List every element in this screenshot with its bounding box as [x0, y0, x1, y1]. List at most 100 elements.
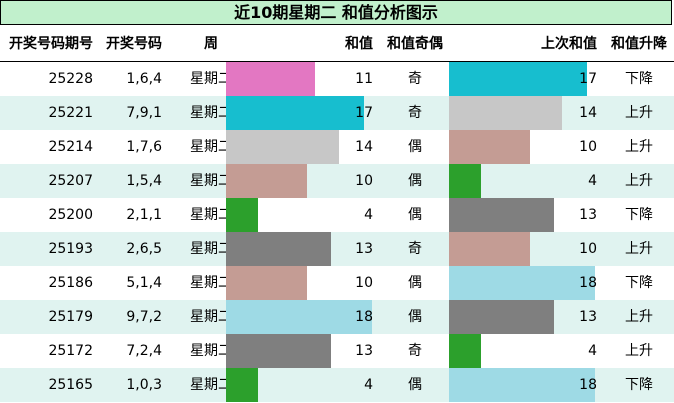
table-row: 25214 1,7,6 星期二 14 偶 10 上升: [0, 130, 674, 164]
trend-cell: 上升: [625, 139, 653, 155]
prev-sum-cell: 4: [588, 173, 597, 189]
sum-bar: [226, 130, 339, 164]
issue-cell: 25193: [48, 241, 93, 257]
parity-cell: 奇: [408, 105, 422, 121]
trend-cell: 上升: [625, 241, 653, 257]
weekday-cell: 星期二: [190, 309, 232, 325]
weekday-cell: 星期二: [190, 207, 232, 223]
issue-cell: 25165: [48, 377, 93, 393]
table-row: 25228 1,6,4 星期二 11 奇 17 下降: [0, 62, 674, 96]
parity-cell: 偶: [408, 377, 422, 393]
prev-sum-bar: [449, 266, 595, 300]
sum-bar: [226, 334, 331, 368]
weekday-cell: 星期二: [190, 275, 232, 291]
trend-cell: 下降: [625, 71, 653, 87]
numbers-cell: 1,0,3: [126, 377, 162, 393]
issue-cell: 25228: [48, 71, 93, 87]
numbers-cell: 1,5,4: [126, 173, 162, 189]
weekday-cell: 星期二: [190, 343, 232, 359]
prev-sum-bar: [449, 130, 530, 164]
trend-cell: 上升: [625, 105, 653, 121]
trend-cell: 下降: [625, 207, 653, 223]
numbers-cell: 1,6,4: [126, 71, 162, 87]
prev-sum-cell: 10: [579, 139, 597, 155]
prev-sum-bar: [449, 300, 554, 334]
weekday-cell: 星期二: [190, 139, 232, 155]
header-issue: 开奖号码期号: [9, 36, 93, 52]
numbers-cell: 5,1,4: [126, 275, 162, 291]
header-prev-sum: 上次和值: [541, 36, 597, 52]
parity-cell: 偶: [408, 139, 422, 155]
header-numbers: 开奖号码: [106, 36, 162, 52]
parity-cell: 偶: [408, 173, 422, 189]
trend-cell: 上升: [625, 309, 653, 325]
prev-sum-bar: [449, 62, 587, 96]
sum-cell: 10: [355, 275, 373, 291]
header-parity: 和值奇偶: [387, 36, 443, 52]
header-divider: [0, 61, 674, 62]
table-row: 25193 2,6,5 星期二 13 奇 10 上升: [0, 232, 674, 266]
issue-cell: 25179: [48, 309, 93, 325]
parity-cell: 偶: [408, 309, 422, 325]
issue-cell: 25186: [48, 275, 93, 291]
table-row: 25179 9,7,2 星期二 18 偶 13 上升: [0, 300, 674, 334]
sum-cell: 11: [355, 71, 373, 87]
issue-cell: 25172: [48, 343, 93, 359]
sum-cell: 4: [364, 377, 373, 393]
sum-bar: [226, 198, 258, 232]
numbers-cell: 2,6,5: [126, 241, 162, 257]
prev-sum-bar: [449, 198, 554, 232]
table-row: 25221 7,9,1 星期二 17 奇 14 上升: [0, 96, 674, 130]
numbers-cell: 7,2,4: [126, 343, 162, 359]
sum-cell: 13: [355, 241, 373, 257]
sum-cell: 17: [355, 105, 373, 121]
weekday-cell: 星期二: [190, 71, 232, 87]
prev-sum-bar: [449, 232, 530, 266]
table-title: 近10期星期二 和值分析图示: [0, 0, 672, 25]
sum-bar: [226, 164, 307, 198]
parity-cell: 偶: [408, 275, 422, 291]
prev-sum-cell: 17: [579, 71, 597, 87]
sum-bar: [226, 266, 307, 300]
issue-cell: 25221: [48, 105, 93, 121]
sum-cell: 4: [364, 207, 373, 223]
parity-cell: 偶: [408, 207, 422, 223]
issue-cell: 25207: [48, 173, 93, 189]
parity-cell: 奇: [408, 241, 422, 257]
prev-sum-cell: 13: [579, 207, 597, 223]
prev-sum-cell: 10: [579, 241, 597, 257]
sum-cell: 14: [355, 139, 373, 155]
prev-sum-bar: [449, 164, 481, 198]
header-sum: 和值: [345, 36, 373, 52]
numbers-cell: 2,1,1: [126, 207, 162, 223]
prev-sum-cell: 13: [579, 309, 597, 325]
weekday-cell: 星期二: [190, 377, 232, 393]
sum-cell: 10: [355, 173, 373, 189]
trend-cell: 下降: [625, 275, 653, 291]
parity-cell: 奇: [408, 343, 422, 359]
weekday-cell: 星期二: [190, 241, 232, 257]
prev-sum-cell: 18: [579, 377, 597, 393]
sum-bar: [226, 300, 372, 334]
issue-cell: 25214: [48, 139, 93, 155]
prev-sum-cell: 14: [579, 105, 597, 121]
table-row: 25172 7,2,4 星期二 13 奇 4 上升: [0, 334, 674, 368]
table-row: 25165 1,0,3 星期二 4 偶 18 下降: [0, 368, 674, 402]
sum-bar: [226, 62, 315, 96]
prev-sum-bar: [449, 334, 481, 368]
table-row: 25200 2,1,1 星期二 4 偶 13 下降: [0, 198, 674, 232]
table-row: 25207 1,5,4 星期二 10 偶 4 上升: [0, 164, 674, 198]
sum-cell: 13: [355, 343, 373, 359]
weekday-cell: 星期二: [190, 173, 232, 189]
prev-sum-cell: 18: [579, 275, 597, 291]
sum-cell: 18: [355, 309, 373, 325]
parity-cell: 奇: [408, 71, 422, 87]
prev-sum-bar: [449, 96, 562, 130]
issue-cell: 25200: [48, 207, 93, 223]
sum-bar: [226, 232, 331, 266]
table-row: 25186 5,1,4 星期二 10 偶 18 下降: [0, 266, 674, 300]
sum-bar: [226, 368, 258, 402]
numbers-cell: 1,7,6: [126, 139, 162, 155]
trend-cell: 下降: [625, 377, 653, 393]
